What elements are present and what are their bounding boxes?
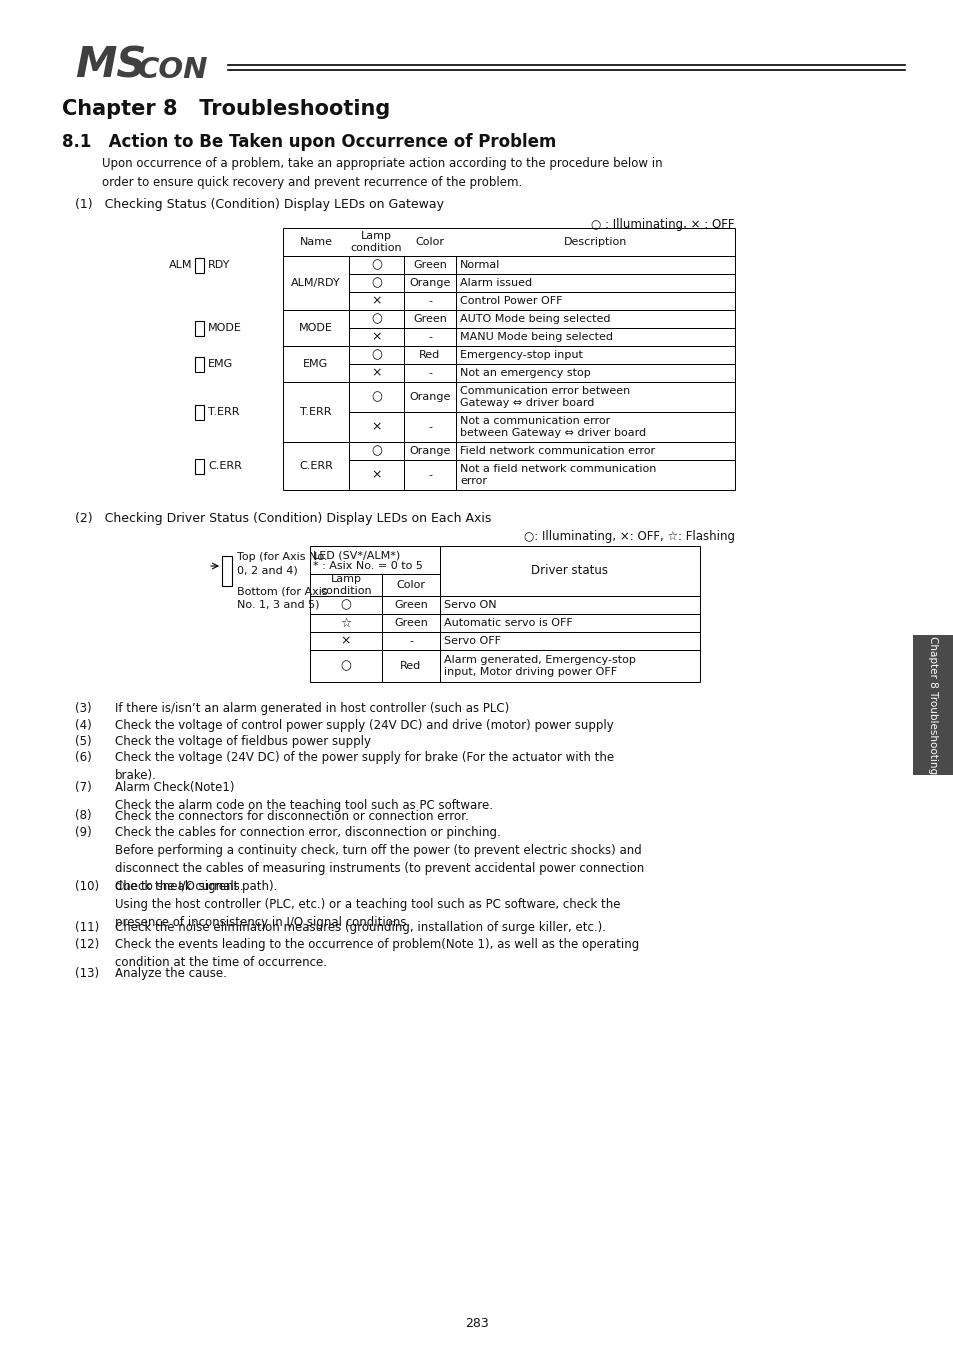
Text: Alarm Check(Note1)
Check the alarm code on the teaching tool such as PC software: Alarm Check(Note1) Check the alarm code … <box>115 780 493 811</box>
Text: Color: Color <box>416 238 444 247</box>
Text: RDY: RDY <box>208 261 230 270</box>
Bar <box>403 256 456 274</box>
Bar <box>912 634 953 775</box>
Bar <box>222 556 232 586</box>
Text: Check the events leading to the occurrence of problem(Note 1), as well as the op: Check the events leading to the occurren… <box>115 938 639 969</box>
Bar <box>349 382 403 412</box>
Text: Lamp
condition: Lamp condition <box>351 231 402 254</box>
Text: Control Power OFF: Control Power OFF <box>459 296 562 306</box>
Bar <box>381 614 439 632</box>
Text: Check the connectors for disconnection or connection error.: Check the connectors for disconnection o… <box>115 810 468 822</box>
Bar <box>283 310 349 346</box>
Text: (5): (5) <box>75 734 91 748</box>
Bar <box>403 382 456 412</box>
Text: Green: Green <box>394 599 428 610</box>
Bar <box>283 228 734 256</box>
Text: (6): (6) <box>75 752 91 764</box>
Bar <box>349 274 403 292</box>
Bar <box>403 328 456 346</box>
Text: CON: CON <box>138 55 209 84</box>
Text: -: - <box>428 332 432 342</box>
Bar <box>349 310 403 328</box>
Bar <box>349 364 403 382</box>
Text: T.ERR: T.ERR <box>208 406 239 417</box>
Text: EMG: EMG <box>208 359 233 369</box>
Text: ×: × <box>371 331 381 343</box>
Text: Lamp
condition: Lamp condition <box>320 574 372 597</box>
Text: ×: × <box>371 420 381 433</box>
Text: ☆: ☆ <box>340 617 352 629</box>
Text: Communication error between
Gateway ⇔ driver board: Communication error between Gateway ⇔ dr… <box>459 386 630 408</box>
Bar <box>439 614 700 632</box>
Text: Orange: Orange <box>409 446 450 456</box>
Text: ○: Illuminating, ×: OFF, ☆: Flashing: ○: Illuminating, ×: OFF, ☆: Flashing <box>523 531 734 543</box>
Bar <box>456 460 734 490</box>
Text: C.ERR: C.ERR <box>298 460 333 471</box>
Text: 283: 283 <box>465 1318 488 1330</box>
Bar <box>310 574 381 595</box>
Text: Analyze the cause.: Analyze the cause. <box>115 967 227 980</box>
Text: Upon occurrence of a problem, take an appropriate action according to the proced: Upon occurrence of a problem, take an ap… <box>102 157 662 189</box>
Text: Alarm issued: Alarm issued <box>459 278 532 288</box>
Text: Orange: Orange <box>409 278 450 288</box>
Text: (1)   Checking Status (Condition) Display LEDs on Gateway: (1) Checking Status (Condition) Display … <box>75 198 443 211</box>
Text: -: - <box>409 636 413 647</box>
Bar <box>456 292 734 311</box>
Text: Top (for Axis No.
0, 2 and 4): Top (for Axis No. 0, 2 and 4) <box>236 552 327 575</box>
Text: Not an emergency stop: Not an emergency stop <box>459 369 590 378</box>
Text: T.ERR: T.ERR <box>300 406 332 417</box>
Text: AUTO Mode being selected: AUTO Mode being selected <box>459 315 610 324</box>
Text: -: - <box>428 369 432 378</box>
Bar <box>456 328 734 346</box>
Text: If there is/isn’t an alarm generated in host controller (such as PLC): If there is/isn’t an alarm generated in … <box>115 702 509 716</box>
Bar <box>403 310 456 328</box>
Text: Green: Green <box>394 618 428 628</box>
Bar <box>456 310 734 328</box>
Text: ×: × <box>371 366 381 379</box>
Text: Alarm generated, Emergency-stop
input, Motor driving power OFF: Alarm generated, Emergency-stop input, M… <box>443 655 636 678</box>
Bar <box>283 382 349 441</box>
Text: (13): (13) <box>75 967 99 980</box>
Text: (9): (9) <box>75 826 91 838</box>
Bar <box>349 292 403 311</box>
Bar <box>456 412 734 441</box>
Text: (11): (11) <box>75 922 99 934</box>
Text: Driver status: Driver status <box>531 564 608 578</box>
Bar <box>439 632 700 649</box>
Text: -: - <box>428 296 432 306</box>
Text: Red: Red <box>419 350 440 360</box>
Text: ○ : Illuminating, × : OFF: ○ : Illuminating, × : OFF <box>591 217 734 231</box>
Bar <box>403 292 456 311</box>
Text: Normal: Normal <box>459 261 500 270</box>
Bar <box>283 256 349 310</box>
Text: Field network communication error: Field network communication error <box>459 446 655 456</box>
Text: (12): (12) <box>75 938 99 950</box>
Bar <box>310 649 381 682</box>
Text: ×: × <box>371 294 381 308</box>
Bar <box>403 412 456 441</box>
Bar <box>403 441 456 460</box>
Text: -: - <box>428 470 432 481</box>
Text: (7): (7) <box>75 780 91 794</box>
Text: ○: ○ <box>371 312 381 325</box>
Text: ○: ○ <box>371 390 381 404</box>
Bar <box>381 595 439 614</box>
Bar <box>439 595 700 614</box>
Bar <box>310 595 381 614</box>
Text: (2)   Checking Driver Status (Condition) Display LEDs on Each Axis: (2) Checking Driver Status (Condition) D… <box>75 512 491 525</box>
Text: MANU Mode being selected: MANU Mode being selected <box>459 332 613 342</box>
Bar <box>381 649 439 682</box>
Bar <box>381 632 439 649</box>
Text: Bottom (for Axis
No. 1, 3 and 5): Bottom (for Axis No. 1, 3 and 5) <box>236 586 327 609</box>
Text: Green: Green <box>413 315 446 324</box>
Bar <box>310 545 439 574</box>
Text: EMG: EMG <box>303 359 328 369</box>
Text: ALM: ALM <box>169 261 192 270</box>
Bar <box>403 364 456 382</box>
Text: Orange: Orange <box>409 392 450 402</box>
Text: ○: ○ <box>340 598 351 612</box>
Bar <box>349 441 403 460</box>
Bar <box>456 364 734 382</box>
Text: ○: ○ <box>340 660 351 672</box>
Text: Automatic servo is OFF: Automatic servo is OFF <box>443 618 572 628</box>
